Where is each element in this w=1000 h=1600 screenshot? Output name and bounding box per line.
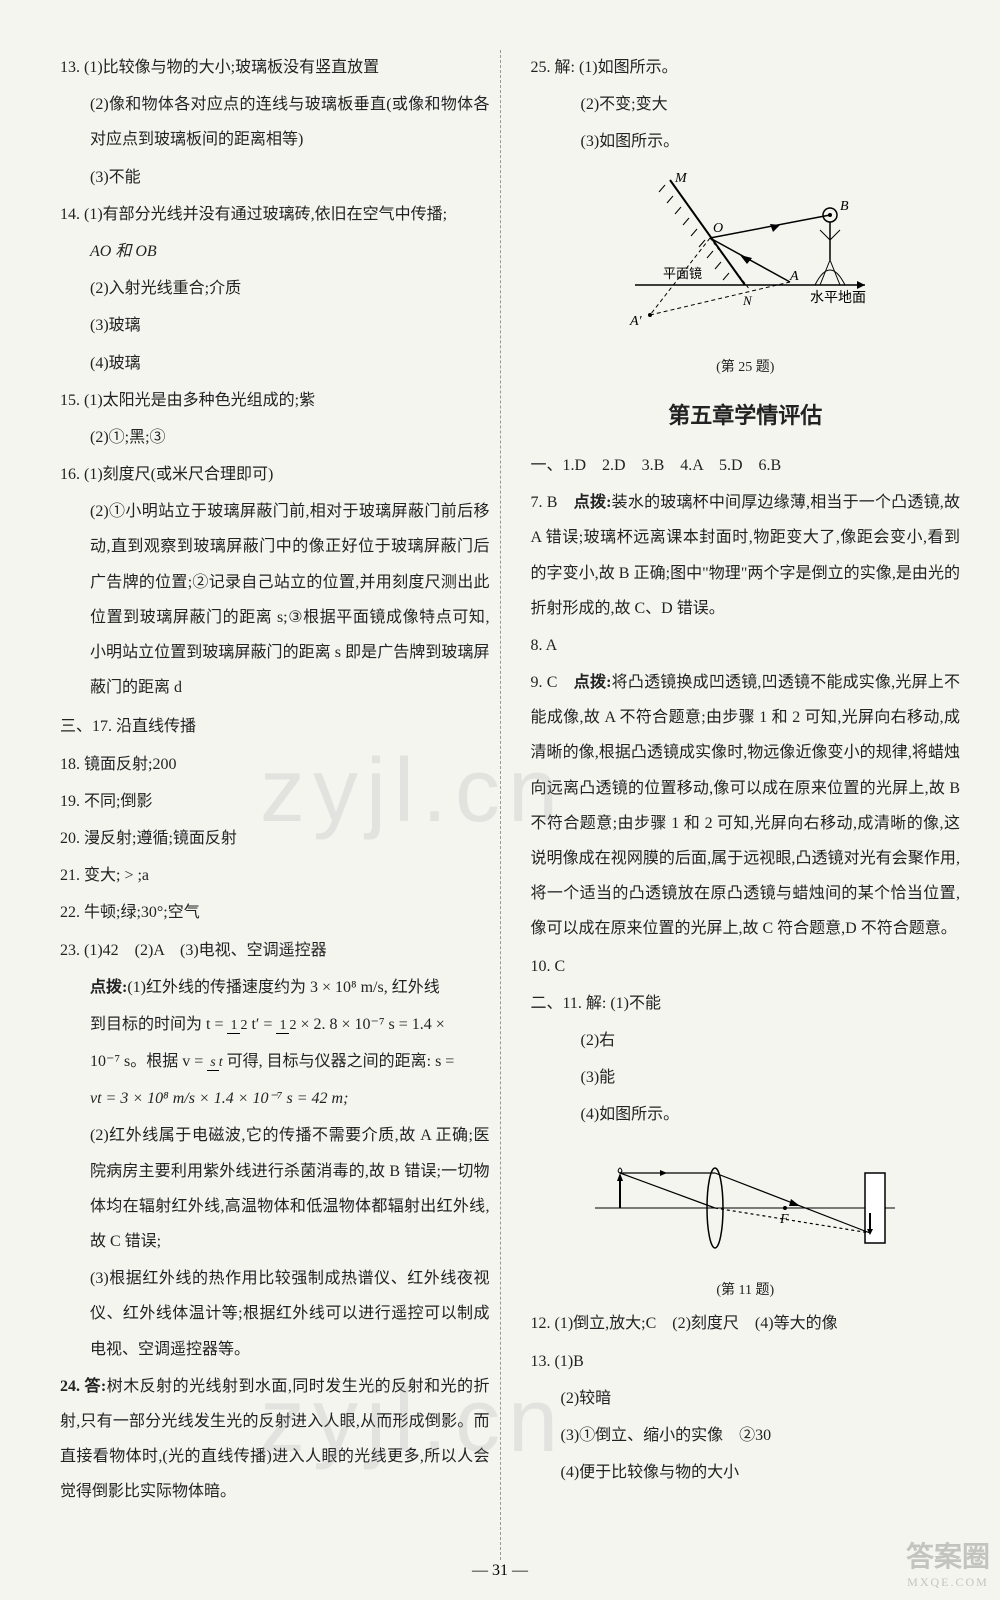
q7-num: 7. B [531, 494, 558, 511]
r-q13-3: (3)①倒立、缩小的实像 ②30 [531, 1418, 961, 1453]
q7-text: 装水的玻璃杯中间厚边缘薄,相当于一个凸透镜,故 A 错误;玻璃杯远离课本封面时,… [531, 494, 961, 617]
q25-1: 25. 解: (1)如图所示。 [531, 50, 961, 85]
section1-answers: 一、1.D 2.D 3.B 4.A 5.D 6.B [531, 448, 961, 483]
q18: 18. 镜面反射;200 [60, 747, 490, 782]
mirror-diagram-svg: 水平地面 M 平面镜 B [615, 170, 875, 330]
q22: 22. 牛顿;绿;30°;空气 [60, 895, 490, 930]
q15-2: (2)①;黑;③ [60, 420, 490, 455]
r-q13-4: (4)便于比较像与物的大小 [531, 1455, 961, 1490]
q13-3: (3)不能 [60, 160, 490, 195]
corner-logo: 答案圈 MXQE.COM [906, 1535, 990, 1590]
q11-4: (4)如图所示。 [531, 1097, 961, 1132]
q11-diagram: F [531, 1143, 961, 1266]
svg-text:B: B [840, 199, 849, 214]
q14-1: 14. (1)有部分光线并没有通过玻璃砖,依旧在空气中传播; [60, 197, 490, 232]
q23-hint1a: 点拨:(1)红外线的传播速度约为 3 × 10⁸ m/s, 红外线 [60, 970, 490, 1005]
q19: 19. 不同;倒影 [60, 784, 490, 819]
r-q13-1: 13. (1)B [531, 1344, 961, 1379]
q9-num: 9. C [531, 674, 558, 691]
q14-2: (2)入射光线重合;介质 [60, 271, 490, 306]
q9-text: 将凸透镜换成凹透镜,凹透镜不能成实像,光屏上不能成像,故 A 不符合题意;由步骤… [531, 674, 961, 937]
fraction-s-over-t: st [207, 1055, 222, 1070]
q21: 21. 变大; > ;a [60, 858, 490, 893]
hint1c-suffix: 可得, 目标与仪器之间的距离: s = [227, 1053, 455, 1070]
section3-q17: 三、17. 沿直线传播 [60, 709, 490, 744]
q13-1: 13. (1)比较像与物的大小;玻璃板没有竖直放置 [60, 50, 490, 85]
q9: 9. C 点拨:将凸透镜换成凹透镜,凹透镜不能成实像,光屏上不能成像,故 A 不… [531, 665, 961, 947]
hint1b-suffix: × 2. 8 × 10⁻⁷ s = 1.4 × [300, 1016, 444, 1033]
q16-2: (2)①小明站立于玻璃屏蔽门前,相对于玻璃屏蔽门前后移动,直到观察到玻璃屏蔽门中… [60, 494, 490, 705]
q12: 12. (1)倒立,放大;C (2)刻度尺 (4)等大的像 [531, 1306, 961, 1341]
q11-3: (3)能 [531, 1060, 961, 1095]
corner-logo-sub: MXQE.COM [906, 1575, 990, 1590]
hint1c-prefix: 10⁻⁷ s。根据 v = [90, 1053, 207, 1070]
q14-3: (3)玻璃 [60, 308, 490, 343]
q7: 7. B 点拨:装水的玻璃杯中间厚边缘薄,相当于一个凸透镜,故 A 错误;玻璃杯… [531, 485, 961, 626]
svg-text:A: A [789, 269, 799, 284]
q25-2: (2)不变;变大 [531, 87, 961, 122]
q9-hint-label: 点拨: [574, 674, 612, 691]
section2-q11-1: 二、11. 解: (1)不能 [531, 986, 961, 1021]
r-q13-2: (2)较暗 [531, 1381, 961, 1416]
q14-4: (4)玻璃 [60, 346, 490, 381]
q23-1: 23. (1)42 (2)A (3)电视、空调遥控器 [60, 933, 490, 968]
fraction-half-1: 12 [227, 1018, 247, 1033]
hint-1a-text: (1)红外线的传播速度约为 3 × 10⁸ m/s, 红外线 [127, 979, 439, 996]
q25-3: (3)如图所示。 [531, 124, 961, 159]
q8: 8. A [531, 628, 961, 663]
hint1b-mid: t′ = [251, 1016, 276, 1033]
q14-1b: AO 和 OB [60, 234, 490, 269]
svg-text:水平地面: 水平地面 [810, 290, 866, 306]
q16-1: 16. (1)刻度尺(或米尺合理即可) [60, 457, 490, 492]
q11-2: (2)右 [531, 1023, 961, 1058]
q25-caption: (第 25 题) [531, 353, 961, 384]
q20: 20. 漫反射;遵循;镜面反射 [60, 821, 490, 856]
q23-hint2: (2)红外线属于电磁波,它的传播不需要介质,故 A 正确;医院病房主要利用紫外线… [60, 1118, 490, 1259]
corner-logo-main: 答案圈 [906, 1535, 990, 1575]
q23-hint1b: 到目标的时间为 t = 12 t′ = 12 × 2. 8 × 10⁻⁷ s =… [60, 1007, 490, 1042]
q25-diagram: 水平地面 M 平面镜 B [531, 170, 961, 343]
hint-label: 点拨: [90, 979, 127, 996]
svg-text:N: N [742, 293, 753, 308]
q24: 24. 答:树木反射的光线射到水面,同时发生光的反射和光的折射,只有一部分光线发… [60, 1369, 490, 1510]
q24-label: 24. 答: [60, 1378, 106, 1395]
chapter-title: 第五章学情评估 [531, 392, 961, 440]
q15-1: 15. (1)太阳光是由多种色光组成的;紫 [60, 383, 490, 418]
q23-hint1c: 10⁻⁷ s。根据 v = st 可得, 目标与仪器之间的距离: s = [60, 1044, 490, 1079]
q23-hint3: (3)根据红外线的热作用比较强制成热谱仪、红外线夜视仪、红外线体温计等;根据红外… [60, 1261, 490, 1367]
q24-text: 树木反射的光线射到水面,同时发生光的反射和光的折射,只有一部分光线发生光的反射进… [60, 1378, 490, 1501]
q10: 10. C [531, 949, 961, 984]
hint1b-prefix: 到目标的时间为 t = [90, 1016, 227, 1033]
svg-text:M: M [674, 171, 688, 186]
svg-text:O: O [713, 221, 723, 236]
lens-diagram-svg: F [585, 1143, 905, 1253]
page-number: — 31 — [472, 1562, 528, 1580]
svg-text:A′: A′ [629, 314, 643, 329]
q11-caption: (第 11 题) [531, 1276, 961, 1307]
q7-hint-label: 点拨: [574, 494, 612, 511]
q23-hint1d: vt = 3 × 10⁸ m/s × 1.4 × 10⁻⁷ s = 42 m; [60, 1081, 490, 1116]
q13-2: (2)像和物体各对应点的连线与玻璃板垂直(或像和物体各对应点到玻璃板间的距离相等… [60, 87, 490, 157]
fraction-half-2: 12 [276, 1018, 296, 1033]
